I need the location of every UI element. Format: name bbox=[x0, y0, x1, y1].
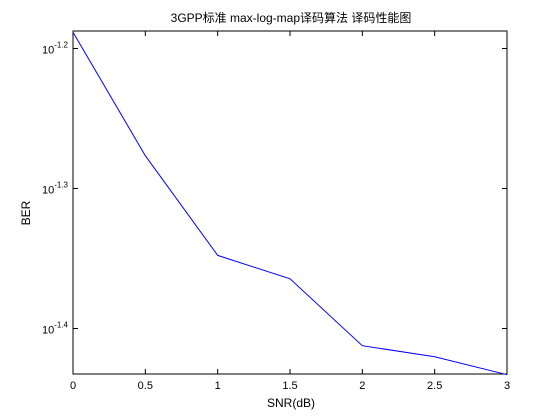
y-axis-ticks: 10-1.210-1.310-1.4 bbox=[42, 41, 507, 337]
y-tick-label: 10-1.4 bbox=[42, 321, 69, 337]
ber-series-line bbox=[72, 32, 508, 376]
x-axis-ticks: 0 0.5 1 1.5 2 2.5 3 bbox=[70, 31, 510, 392]
y-tick-label: 10-1.2 bbox=[42, 41, 69, 57]
y-axis-label: BER bbox=[19, 200, 33, 225]
y-tick-label-exponent: -1.4 bbox=[54, 321, 68, 330]
y-tick-label-exponent: -1.2 bbox=[54, 41, 68, 50]
y-tick-label-exponent: -1.3 bbox=[54, 181, 68, 190]
plot-area: 0 0.5 1 1.5 2 2.5 3 10-1.210-1.310-1.4 bbox=[42, 30, 510, 392]
x-tick-label: 0.5 bbox=[138, 380, 153, 392]
y-tick-label-base: 10 bbox=[42, 325, 54, 337]
x-tick-label: 1.5 bbox=[282, 380, 297, 392]
x-tick-label: 3 bbox=[504, 380, 510, 392]
y-tick-label-base: 10 bbox=[42, 45, 54, 57]
plot-frame bbox=[72, 30, 508, 375]
chart-title: 3GPP标准 max-log-map译码算法 译码性能图 bbox=[171, 10, 412, 25]
x-axis-label: SNR(dB) bbox=[267, 396, 315, 410]
x-tick-label: 2.5 bbox=[427, 380, 442, 392]
y-tick-label-base: 10 bbox=[42, 185, 54, 197]
x-tick-label: 1 bbox=[215, 380, 221, 392]
y-tick-label: 10-1.3 bbox=[42, 181, 69, 197]
x-tick-label: 0 bbox=[70, 380, 76, 392]
x-tick-label: 2 bbox=[359, 380, 365, 392]
